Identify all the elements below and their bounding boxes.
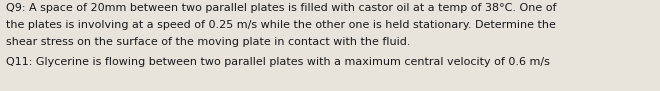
Text: Q11: Glycerine is flowing between two parallel plates with a maximum central vel: Q11: Glycerine is flowing between two pa… — [6, 57, 550, 67]
Text: Q9: A space of 20mm between two parallel plates is filled with castor oil at a t: Q9: A space of 20mm between two parallel… — [6, 3, 556, 13]
Text: the plates is involving at a speed of 0.25 m/s while the other one is held stati: the plates is involving at a speed of 0.… — [6, 20, 556, 30]
Text: shear stress on the surface of the moving plate in contact with the fluid.: shear stress on the surface of the movin… — [6, 37, 411, 47]
